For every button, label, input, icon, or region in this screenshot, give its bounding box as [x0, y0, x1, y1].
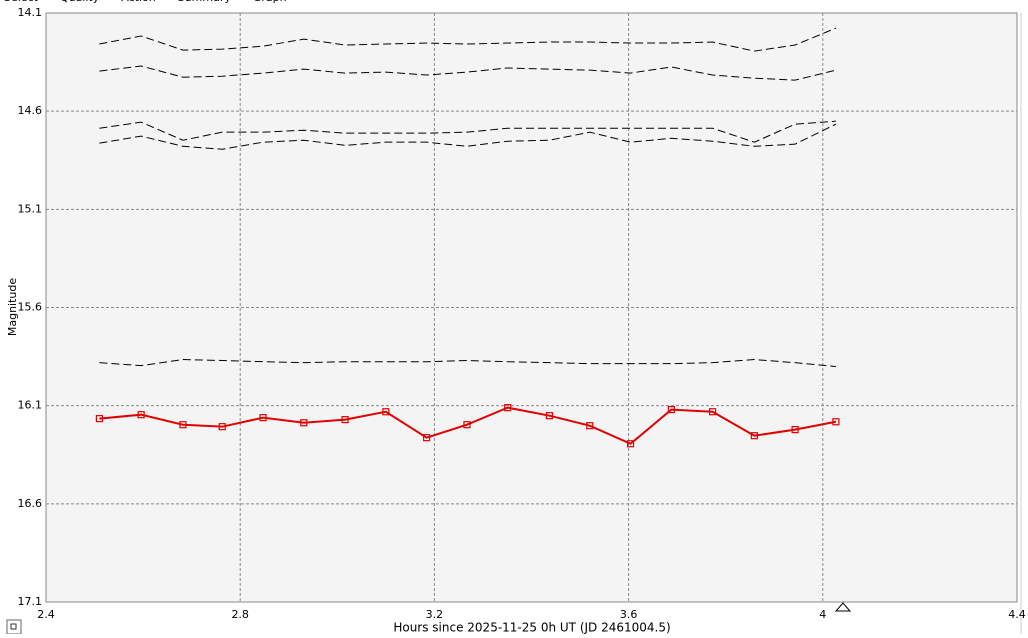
y-tick-label: 14.6 [18, 104, 43, 117]
data-point [750, 432, 758, 440]
x-tick-label: 4 [819, 608, 826, 621]
y-tick-label: 14.1 [18, 6, 43, 19]
x-axis-title: Hours since 2025-11-25 0h UT (JD 2461004… [393, 621, 670, 635]
y-tick-label: 15.6 [18, 301, 43, 314]
tab[interactable]: Action [121, 0, 155, 4]
corner-button[interactable] [6, 619, 22, 635]
series-line [99, 123, 837, 150]
x-tick-label: 3.2 [426, 608, 444, 621]
tab[interactable]: Summary [178, 0, 232, 4]
data-point [218, 423, 226, 431]
data-point [832, 418, 840, 426]
data-point [586, 422, 594, 430]
data-point [667, 405, 675, 414]
y-tick-label: 17.1 [18, 595, 43, 608]
tab[interactable]: Select [4, 0, 39, 4]
data-point [423, 434, 431, 442]
y-tick-label: 15.1 [18, 202, 43, 215]
data-point [463, 421, 471, 429]
y-tick-label: 16.1 [18, 399, 43, 412]
data-point [626, 440, 635, 448]
data-point [137, 411, 145, 419]
tab-bar: Select Quality Action Summary Graph [4, 0, 287, 4]
y-axis-title: Magnitude [6, 278, 19, 337]
x-tick-label: 2.8 [231, 608, 249, 621]
x-tick-label: 4.4 [1008, 608, 1026, 621]
data-point [300, 419, 308, 427]
time-marker[interactable] [834, 602, 852, 612]
series-line [99, 27, 837, 52]
x-tick-label: 2.4 [37, 608, 55, 621]
tab[interactable]: Graph [253, 0, 287, 4]
series-line [99, 406, 837, 445]
series-line [99, 65, 837, 81]
data-point [545, 412, 554, 420]
series-line [99, 359, 836, 368]
x-tick-label: 3.6 [620, 608, 638, 621]
data-point [179, 421, 187, 429]
data-point [708, 408, 717, 416]
data-point [341, 416, 349, 424]
data-point [504, 404, 512, 412]
data-point [791, 426, 799, 434]
data-point [382, 408, 390, 416]
series-line [99, 120, 836, 143]
corner-button-icon [10, 623, 17, 630]
data-point [95, 415, 104, 423]
y-tick-label: 16.6 [18, 497, 43, 510]
data-point [259, 414, 267, 422]
tab[interactable]: Quality [60, 0, 100, 4]
